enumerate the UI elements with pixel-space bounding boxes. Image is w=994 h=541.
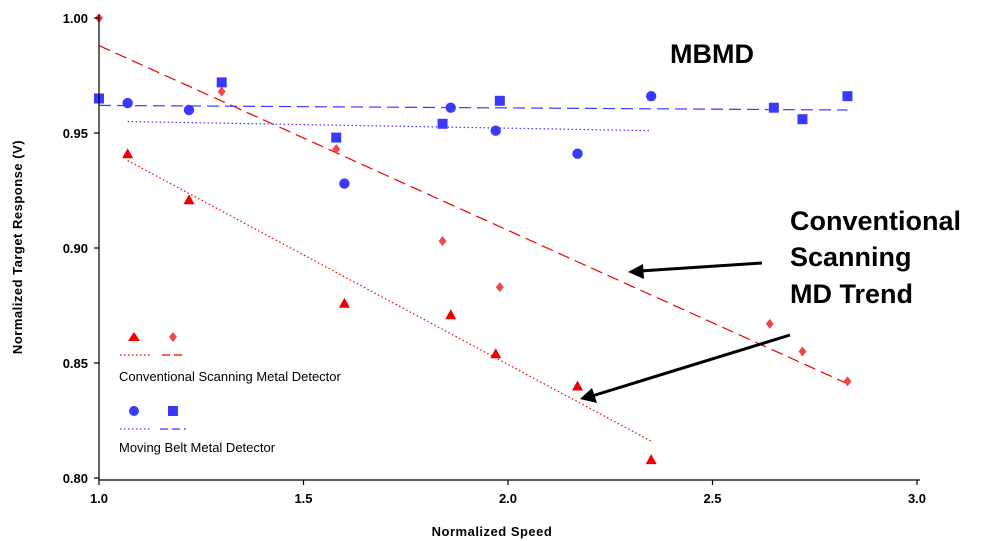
annotation-arrow-upper — [628, 261, 763, 279]
y-tick-label: 0.95 — [63, 126, 88, 141]
data-points — [94, 13, 853, 465]
data-point-triangle — [645, 454, 657, 465]
data-point-diamond — [217, 86, 226, 97]
y-tick-label: 1.00 — [63, 11, 88, 26]
x-tick-label: 2.0 — [499, 491, 517, 506]
data-point-diamond — [332, 144, 341, 155]
annotation-mbmd: MBMD — [670, 39, 754, 69]
data-point-triangle — [183, 194, 195, 205]
legend-marker-circle — [129, 406, 139, 416]
data-point-triangle — [122, 148, 134, 159]
data-point-circle — [572, 148, 583, 159]
legend-marker-triangle — [128, 332, 140, 341]
trend-line-dashed — [98, 104, 848, 111]
data-point-triangle — [490, 348, 502, 359]
annotation-conventional-line3: MD Trend — [790, 279, 913, 309]
trend-lines — [98, 45, 848, 442]
x-tick-label: 1.5 — [294, 491, 312, 506]
data-point-square — [797, 114, 808, 125]
legend-label-conventional: Conventional Scanning Metal Detector — [119, 369, 342, 384]
data-point-square — [842, 91, 853, 102]
annotation-arrow-lower — [580, 333, 791, 403]
data-point-square — [768, 102, 779, 113]
data-point-square — [494, 95, 505, 106]
data-point-circle — [122, 97, 133, 109]
legend-entry-moving-belt: Moving Belt Metal Detector — [119, 406, 276, 455]
axis-ticks: 1.0 1.5 2.0 2.5 3.0 0.80 0.85 0.90 0.95 1.00 — [63, 11, 926, 506]
annotation-conventional-line2: Scanning — [790, 242, 912, 272]
data-point-triangle — [572, 380, 584, 391]
legend-entry-conventional: Conventional Scanning Metal Detector — [119, 332, 342, 384]
trend-line-dotted — [127, 120, 652, 132]
annotation-conventional-line1: Conventional — [790, 206, 961, 236]
legend: Conventional Scanning Metal Detector Mov… — [119, 332, 342, 455]
data-point-diamond — [495, 282, 504, 293]
x-tick-label: 1.0 — [90, 491, 108, 506]
x-axis-title: Normalized Speed — [432, 524, 553, 539]
y-tick-label: 0.80 — [63, 471, 88, 486]
data-point-diamond — [765, 318, 774, 329]
data-point-square — [331, 132, 342, 143]
data-point-diamond — [843, 376, 852, 387]
data-point-diamond — [438, 236, 447, 247]
legend-marker-diamond — [169, 332, 177, 342]
y-tick-label: 0.90 — [63, 241, 88, 256]
y-tick-label: 0.85 — [63, 356, 88, 371]
x-tick-label: 2.5 — [703, 491, 721, 506]
legend-label-moving-belt: Moving Belt Metal Detector — [119, 440, 276, 455]
data-point-circle — [490, 125, 501, 136]
y-axis-title: Normalized Target Response (V) — [10, 140, 25, 354]
data-point-triangle — [445, 309, 457, 320]
data-point-square — [437, 118, 448, 129]
data-point-diamond — [798, 346, 807, 357]
trend-line-dotted — [127, 160, 652, 442]
data-point-circle — [445, 102, 456, 113]
data-point-circle — [645, 91, 657, 102]
data-point-circle — [339, 178, 350, 189]
data-point-square — [216, 77, 227, 88]
data-point-circle — [183, 104, 195, 116]
x-tick-label: 3.0 — [908, 491, 926, 506]
trend-line-dashed — [98, 45, 848, 385]
legend-marker-square — [168, 406, 178, 416]
data-point-triangle — [338, 297, 350, 308]
